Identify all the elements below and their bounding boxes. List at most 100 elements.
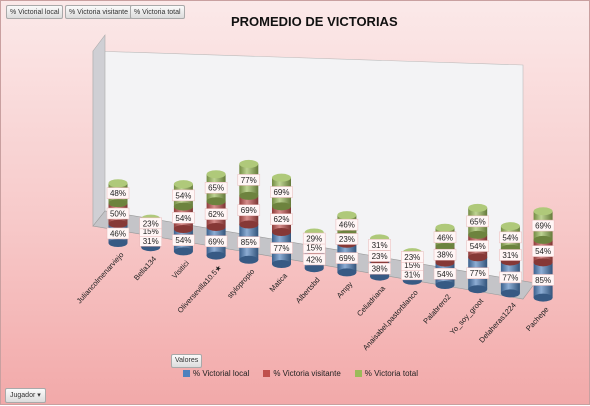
data-label-bg — [466, 240, 489, 252]
data-label: 62% — [208, 210, 224, 219]
bar-bottom-cap — [206, 197, 226, 206]
bar-bottom-cap — [173, 202, 193, 211]
bar-bottom-cap — [272, 260, 291, 268]
category-label: Visitici — [170, 258, 191, 280]
category-label: Albertsbd — [294, 276, 322, 306]
legend-item-total: % Victoria total — [354, 369, 418, 378]
data-label: 54% — [502, 233, 518, 242]
data-label: 69% — [339, 254, 355, 263]
data-label: 65% — [208, 184, 224, 193]
bar-bottom-cap — [108, 239, 128, 247]
data-label: 48% — [110, 189, 126, 198]
data-label-bg — [106, 207, 130, 220]
bar-bottom-cap — [500, 289, 520, 298]
values-field-button[interactable]: Valores — [171, 354, 203, 368]
category-label: Bella134 — [132, 255, 158, 283]
data-label-bg — [433, 231, 457, 244]
bar-bottom-cap — [108, 219, 128, 228]
bar-top-cap — [108, 179, 128, 188]
data-label: 31% — [404, 270, 420, 279]
data-label-bg — [499, 231, 522, 244]
bar-top-cap — [206, 170, 226, 179]
data-label: 69% — [208, 237, 224, 246]
data-label: 50% — [110, 210, 126, 219]
bar-top-cap — [337, 211, 357, 220]
bar-bottom-cap — [533, 258, 553, 267]
bar-top-cap — [500, 222, 520, 231]
data-label: 31% — [502, 251, 518, 260]
category-label: Ampy — [335, 280, 355, 300]
data-label: 15% — [143, 227, 159, 236]
bar-bottom-cap — [304, 264, 324, 273]
data-label-bg — [204, 181, 228, 194]
data-label-bg — [531, 219, 555, 232]
category-label: stylopropio — [225, 267, 256, 300]
category-label: Delaheras1224 — [477, 301, 518, 345]
data-label: 29% — [306, 235, 322, 244]
data-label-bg — [204, 208, 228, 220]
data-label: 77% — [470, 269, 486, 278]
legend-label-total: % Victoria total — [364, 369, 418, 378]
bar-top-cap — [239, 159, 259, 168]
data-label: 77% — [502, 273, 518, 282]
category-label: Matica — [268, 271, 290, 294]
data-label: 69% — [241, 206, 257, 215]
data-label: 54% — [175, 236, 191, 245]
bar-bottom-cap — [435, 281, 455, 289]
bar-bottom-cap — [468, 253, 488, 262]
data-label-bg — [106, 187, 130, 199]
legend: % Victorial local % Victoria visitante %… — [183, 369, 418, 378]
data-label: 23% — [404, 253, 420, 262]
field-button-total[interactable]: % Victoria total — [130, 5, 185, 19]
data-label-bg — [172, 212, 195, 224]
category-label: Palabrero2 — [421, 292, 452, 325]
data-label: 15% — [306, 244, 322, 253]
bar-bottom-cap — [206, 222, 226, 231]
data-label-bg — [270, 242, 293, 254]
side-wall — [92, 34, 106, 227]
data-label-bg — [302, 232, 326, 245]
data-label: 54% — [175, 191, 191, 200]
bar-bottom-cap — [239, 255, 259, 264]
data-label-bg — [335, 233, 359, 245]
data-label-bg — [335, 218, 359, 231]
data-label-bg — [368, 262, 391, 275]
chart-title: PROMEDIO DE VICTORIAS — [231, 14, 398, 29]
bar-bottom-cap — [468, 285, 488, 294]
bar-bottom-cap — [337, 268, 357, 277]
data-label-bg — [466, 215, 489, 228]
bar-bottom-cap — [370, 272, 390, 281]
bar-bottom-cap — [533, 293, 553, 302]
data-label: 42% — [306, 255, 322, 264]
row-filter-label: Jugador — [10, 392, 36, 399]
bar-top-cap — [533, 207, 553, 216]
data-label: 85% — [535, 276, 551, 285]
data-label: 85% — [241, 238, 257, 247]
bar-bottom-cap — [206, 251, 226, 260]
data-label: 62% — [273, 215, 289, 224]
data-label-bg — [172, 234, 195, 246]
bar-bottom-cap — [435, 258, 455, 267]
data-label-bg — [270, 186, 293, 198]
data-label: 46% — [110, 229, 126, 238]
bar-top-cap — [468, 203, 488, 212]
bar-top-cap — [435, 223, 455, 232]
data-label: 38% — [437, 251, 453, 260]
bar-bottom-cap — [533, 235, 553, 244]
category-label: Yo_soy_groot — [448, 296, 486, 337]
data-label-bg — [172, 189, 195, 202]
bar-bottom-cap — [239, 220, 259, 229]
bar-top-cap — [272, 173, 291, 182]
data-label: 69% — [535, 222, 551, 231]
legend-label-visitante: % Victoria visitante — [273, 369, 341, 378]
data-label: 77% — [241, 176, 257, 185]
bar-bottom-cap — [173, 247, 193, 256]
row-filter-button[interactable]: Jugador ▾ — [5, 388, 46, 403]
data-label-bg — [499, 249, 522, 261]
bar-bottom-cap — [468, 230, 488, 239]
data-label: 54% — [437, 270, 453, 279]
field-button-local[interactable]: % Victorial local — [6, 5, 64, 19]
data-label: 31% — [143, 237, 159, 246]
category-label: Celiadriana — [355, 283, 388, 318]
